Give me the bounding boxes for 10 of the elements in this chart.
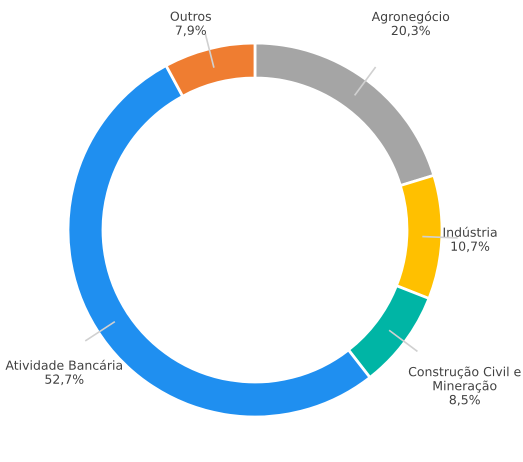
data-label: 20,3% (392, 26, 430, 36)
data-label: 10,7% (452, 241, 490, 252)
data-label: 7,9% (176, 25, 206, 36)
slice-label: Indústria (444, 226, 496, 237)
slice-label: Outros (170, 11, 211, 21)
data-label: 52,7% (45, 374, 84, 386)
slice-label: Atividade Bancária (5, 360, 122, 370)
data-label: 8,5% (450, 394, 480, 406)
slice-label: Construção Civil e Mineração (408, 366, 521, 393)
slice-label: Agronegócio (372, 11, 450, 24)
